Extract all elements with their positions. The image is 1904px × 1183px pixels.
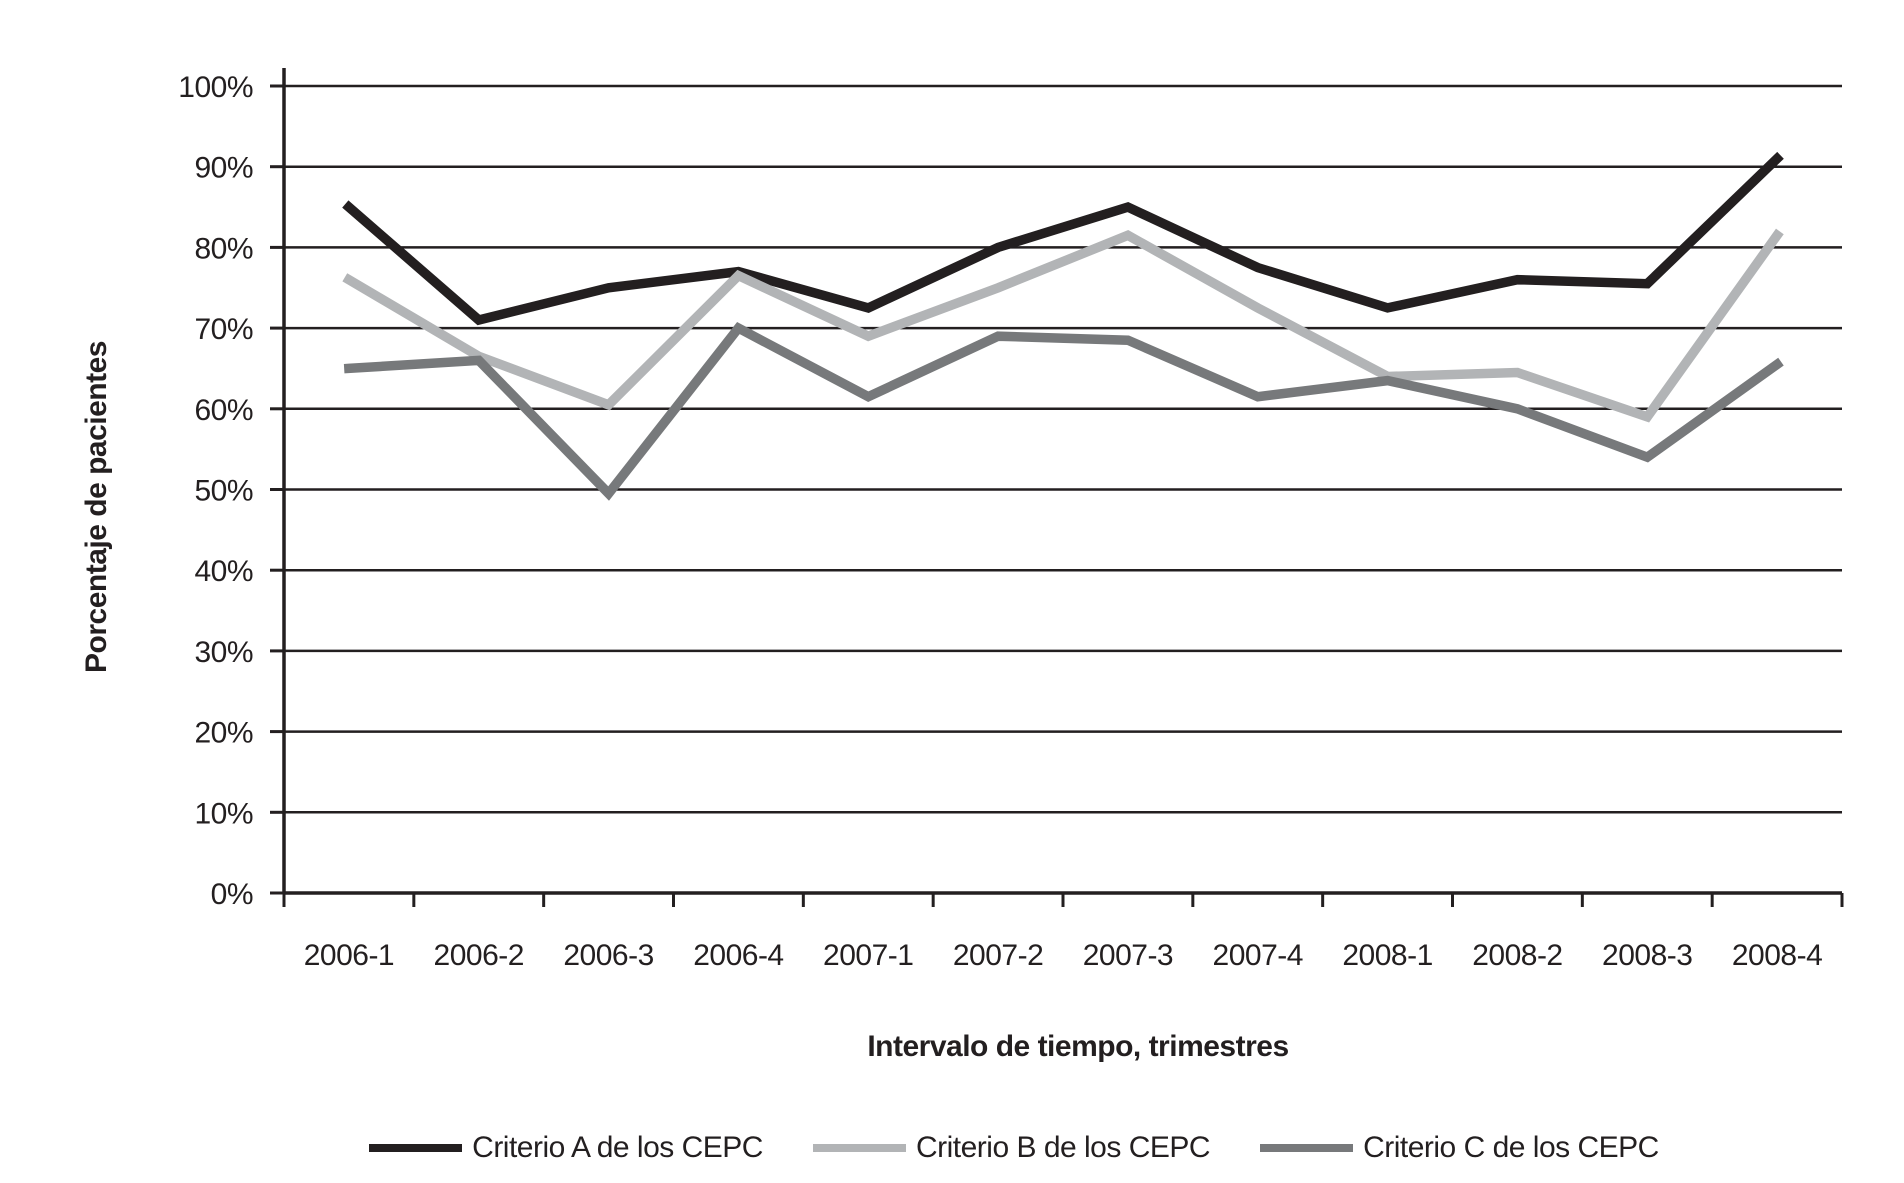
y-tick-label: 100% [178, 71, 253, 104]
x-tick-label: 2006-3 [563, 939, 653, 972]
y-tick-label: 10% [194, 797, 253, 830]
y-tick-label: 0% [211, 878, 253, 911]
legend-label: Criterio B de los CEPC [915, 1131, 1211, 1164]
x-tick-label: 2007-3 [1083, 939, 1173, 972]
x-tick-label: 2006-1 [304, 939, 394, 972]
x-tick-label: 2007-1 [823, 939, 913, 972]
legend-item: Criterio B de los CEPC [812, 1131, 1211, 1165]
y-tick-label: 40% [194, 555, 253, 588]
line-chart: 0% 10% 20% 30% 40% 50% 60% 70% 80% 90% 100% 2006-1… [80, 68, 1844, 1063]
y-tick-label: 70% [194, 313, 253, 346]
y-tick-label: 30% [194, 636, 253, 669]
x-tick-label: 2006-4 [693, 939, 783, 972]
y-tick-label: 50% [194, 475, 253, 508]
legend-line-swatch [1260, 1144, 1354, 1152]
legend-label: Criterio C de los CEPC [1363, 1131, 1659, 1164]
x-tick-label: 2008-3 [1602, 939, 1692, 972]
x-tick-label: 2007-2 [953, 939, 1043, 972]
x-tick-label: 2006-2 [434, 939, 524, 972]
gridlines [284, 84, 1842, 814]
y-axis-title: Porcentaje de pacientes [80, 341, 113, 673]
series-line-criterio-a-de-los-cepc [342, 151, 1784, 326]
series-line-criterio-b-de-los-cepc [342, 228, 1784, 423]
legend-item: Criterio C de los CEPC [1260, 1131, 1659, 1165]
chart-legend: Criterio A de los CEPC Criterio B de los … [62, 1122, 1904, 1174]
legend-line-swatch [369, 1144, 463, 1152]
x-tick-label: 2008-4 [1732, 939, 1822, 972]
y-tick-label: 20% [194, 717, 253, 750]
x-tick-label: 2007-4 [1213, 939, 1303, 972]
series-line-criterio-c-de-los-cepc [343, 322, 1784, 501]
x-tick-label: 2008-2 [1472, 939, 1562, 972]
x-axis-title: Intervalo de tiempo, trimestres [867, 1030, 1288, 1063]
axes [270, 68, 1844, 907]
x-tick-label: 2008-1 [1342, 939, 1432, 972]
series-lines [342, 151, 1784, 501]
x-tick-labels: 2006-1 2006-2 2006-3 2006-4 2007-1 2007-2 2007… [304, 939, 1823, 972]
y-tick-labels: 0% 10% 20% 30% 40% 50% 60% 70% 80% 90% 100% [178, 71, 253, 911]
y-tick-label: 60% [194, 394, 253, 427]
y-tick-label: 90% [194, 152, 253, 185]
legend-item: Criterio A de los CEPC [369, 1131, 763, 1165]
legend-label: Criterio A de los CEPC [472, 1131, 763, 1164]
legend-line-swatch [812, 1144, 906, 1152]
y-tick-label: 80% [194, 232, 253, 265]
